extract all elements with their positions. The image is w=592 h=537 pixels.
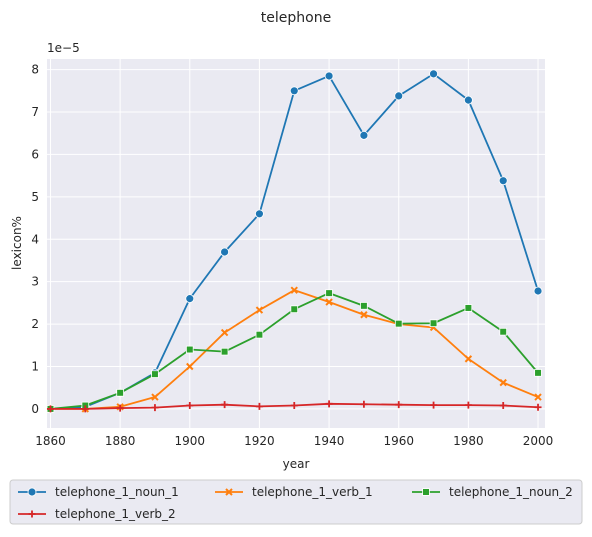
telephone_1_verb_1-point (534, 393, 542, 401)
telephone_1_noun_1-point (185, 294, 195, 304)
telephone_1_verb_2-point (151, 404, 159, 412)
telephone_1_verb_2-point (499, 402, 507, 410)
telephone_1_noun_2-point (534, 369, 542, 377)
telephone_1_noun_1-point (324, 71, 334, 81)
telephone_1_noun_2-point (116, 388, 124, 397)
telephone_1_noun_1-point (394, 91, 404, 101)
x-tick-label: 1960 (383, 434, 414, 448)
plot-area (47, 59, 545, 428)
telephone_1_verb_1-point (464, 355, 473, 363)
telephone_1_verb_1-point (220, 328, 229, 337)
x-tick-label: 2000 (523, 434, 554, 448)
grid-lines (47, 59, 545, 428)
x-tick-label: 1900 (175, 434, 206, 448)
telephone_1_verb_2-point (464, 401, 472, 409)
legend-label: telephone_1_noun_2 (449, 485, 573, 499)
telephone_1_verb_1-point (151, 393, 159, 401)
telephone_1_verb_2-point (116, 404, 124, 412)
telephone_1_noun_2-point (185, 345, 194, 354)
legend-label: telephone_1_verb_1 (252, 485, 373, 499)
telephone_1_noun_2-point (290, 305, 299, 314)
y-multiplier-label: 1e−5 (47, 41, 80, 55)
x-tick-label: 1920 (244, 434, 275, 448)
telephone_1_noun_1-point (533, 286, 543, 296)
telephone_1_noun_2-point (360, 302, 368, 310)
telephone_1_verb_2-point (255, 402, 263, 410)
y-tick-label: 3 (31, 275, 39, 289)
telephone_1_verb_1-point (325, 298, 333, 306)
telephone_1_verb_2-point (360, 400, 368, 408)
telephone_1_verb_2-point (221, 401, 229, 409)
x-tick-label: 1980 (453, 434, 484, 448)
telephone_1_noun_1-point (289, 86, 299, 96)
telephone_1_verb_2-point (325, 400, 333, 408)
chart-title: telephone (261, 10, 331, 26)
y-tick-label: 4 (31, 232, 39, 246)
telephone_1_verb_1-point (290, 286, 298, 294)
legend-marker-telephone_1_verb_2 (28, 510, 36, 518)
telephone_1_verb_2-point (395, 401, 403, 409)
telephone_1_noun_1-point (463, 95, 473, 105)
telephone_1_noun_2-point (394, 319, 403, 328)
telephone_1_noun_2-point (464, 304, 473, 312)
telephone_1_verb_1-point (499, 378, 507, 387)
telephone_1_verb_1-point (255, 306, 264, 314)
telephone_1_verb_2-point (430, 401, 438, 409)
legend-frame (9, 479, 583, 525)
telephone_1_noun_2-point (220, 347, 229, 356)
telephone_1_verb_2-point (81, 405, 89, 413)
telephone_1_verb_2-point (534, 403, 542, 411)
telephone_1_noun_2-point (151, 370, 159, 378)
y-tick-label: 8 (31, 63, 39, 77)
legend-marker-telephone_1_verb_1 (225, 488, 233, 496)
x-tick-label: 1940 (314, 434, 345, 448)
telephone_1_noun_1-point (220, 247, 230, 257)
telephone_1_noun_2-point (325, 289, 333, 297)
x-tick-label: 1880 (105, 434, 136, 448)
series-group (46, 69, 543, 414)
x-axis-label: year (283, 457, 310, 471)
y-tick-label: 6 (31, 147, 39, 161)
telephone_1_noun_1-point (498, 176, 508, 186)
legend-label: telephone_1_noun_1 (55, 485, 179, 499)
y-tick-label: 0 (31, 402, 39, 416)
y-tick-label: 1 (31, 360, 39, 374)
telephone_1_noun_2-point (255, 330, 264, 339)
telephone_1_noun_1-point (429, 69, 438, 79)
telephone_1_verb_1-point (360, 311, 368, 319)
x-tick-label: 1860 (35, 434, 66, 448)
legend: telephone_1_noun_1 telephone_1_verb_1 tele… (9, 479, 583, 525)
y-tick-label: 5 (31, 190, 39, 204)
y-tick-label: 7 (31, 105, 39, 119)
telephone_1_noun_2-point (499, 327, 508, 336)
y-tick-label: 2 (31, 317, 39, 331)
legend-label: telephone_1_verb_2 (55, 507, 176, 521)
legend-marker-telephone_1_noun_1 (27, 487, 37, 497)
telephone_1_verb_2-point (290, 402, 298, 410)
telephone_1_verb_2-point (46, 405, 54, 413)
telephone_1_noun_1-point (359, 130, 369, 140)
telephone_1_noun_1-point (255, 209, 264, 219)
telephone_1_noun_2-point (429, 319, 438, 328)
telephone_1_verb_1-point (186, 362, 194, 371)
telephone_1_verb_2-point (186, 402, 194, 410)
y-axis-label: lexicon% (10, 216, 24, 270)
legend-marker-telephone_1_noun_2 (422, 488, 430, 496)
axis-ticks: 1860 1880 1900 1920 1940 1960 1980 2000 0 1 2 3 4 5 6 7… (31, 63, 553, 448)
